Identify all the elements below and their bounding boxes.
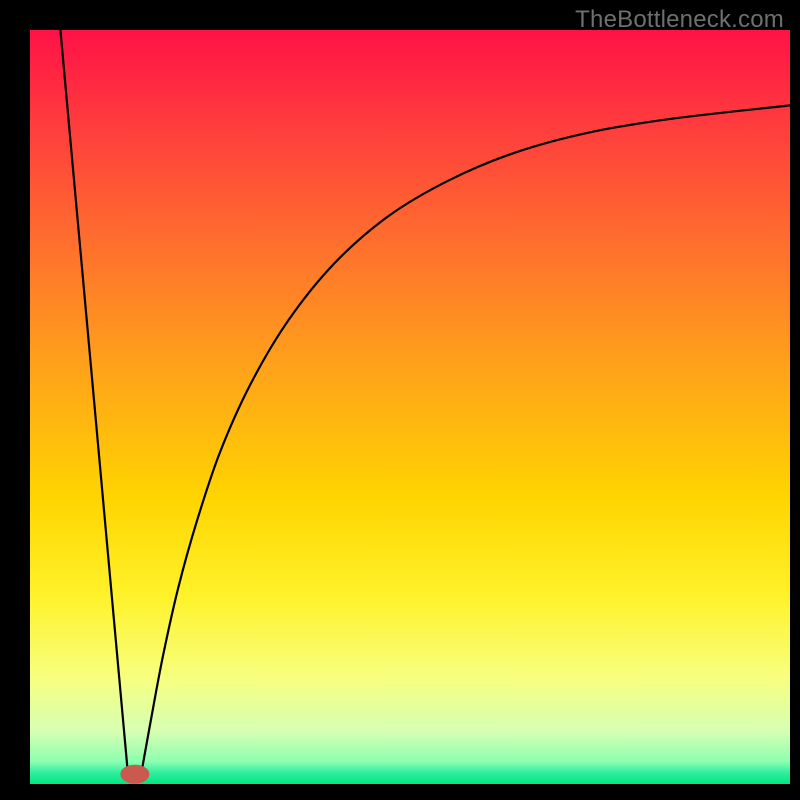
- watermark-text: TheBottleneck.com: [575, 6, 784, 34]
- chart-svg: [0, 0, 800, 800]
- plot-background: [30, 30, 790, 784]
- optimal-point-marker: [121, 765, 149, 783]
- chart-container: { "watermark": { "text": "TheBottleneck.…: [0, 0, 800, 800]
